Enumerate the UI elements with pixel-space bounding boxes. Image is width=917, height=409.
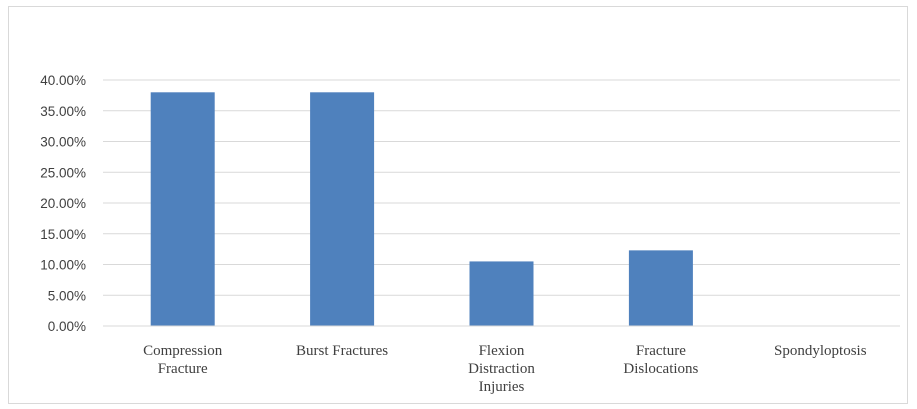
gridlines	[103, 79, 900, 296]
y-axis-tick-labels: 0.00% 5.00% 10.00% 15.00% 20.00% 25.00% 30.00%…	[40, 73, 86, 334]
x-category-label: Spondyloptosis	[774, 343, 867, 359]
x-category-label-line: Distraction	[468, 361, 535, 377]
y-tick-label: 15.00%	[40, 227, 86, 242]
x-category-label: Flexion Distraction Injuries	[468, 343, 535, 395]
x-category-label-line: Fracture	[636, 343, 686, 359]
y-tick-label: 0.00%	[48, 319, 86, 334]
y-tick-label: 5.00%	[48, 288, 86, 303]
x-category-label: Fracture Dislocations	[623, 343, 698, 377]
bars	[150, 92, 693, 326]
x-category-label-line: Burst Fractures	[296, 343, 388, 359]
x-category-label-line: Dislocations	[623, 361, 698, 377]
bar	[628, 250, 693, 326]
bar	[469, 261, 534, 326]
x-category-label-line: Injuries	[479, 379, 525, 395]
y-tick-label: 20.00%	[40, 196, 86, 211]
x-category-label: Compression Fracture	[143, 343, 223, 377]
y-tick-label: 30.00%	[40, 135, 86, 150]
x-category-label-line: Spondyloptosis	[774, 343, 867, 359]
y-tick-label: 10.00%	[40, 258, 86, 273]
y-tick-label: 35.00%	[40, 104, 86, 119]
x-category-label: Burst Fractures	[296, 343, 388, 359]
bar	[310, 92, 375, 326]
x-axis-category-labels: Compression Fracture Burst Fractures Flexio…	[143, 343, 867, 395]
bar	[150, 92, 215, 326]
y-tick-label: 40.00%	[40, 73, 86, 88]
x-category-label-line: Flexion	[479, 343, 525, 359]
x-category-label-line: Fracture	[158, 361, 208, 377]
y-tick-label: 25.00%	[40, 165, 86, 180]
x-category-label-line: Compression	[143, 343, 223, 359]
